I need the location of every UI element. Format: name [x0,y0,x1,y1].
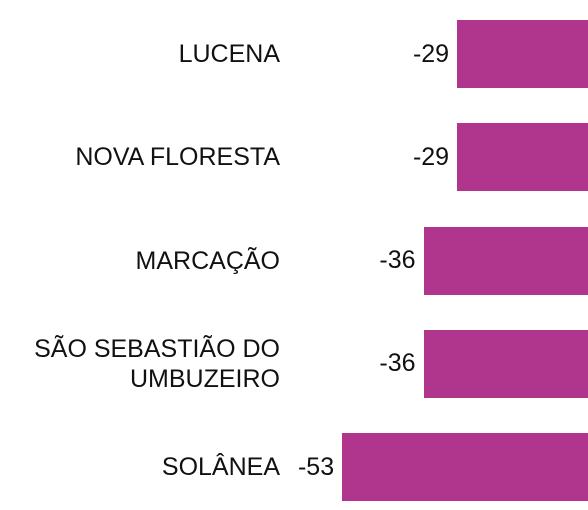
bar [457,123,588,192]
category-label: NOVA FLORESTA [75,143,280,172]
value-label: -29 [412,142,450,171]
value-label: -53 [297,452,335,481]
value-label: -36 [379,349,416,378]
value-label: -29 [412,39,450,68]
category-label: LUCENA [178,40,280,68]
category-label: MARCAÇÃO [135,246,280,275]
category-label: SOLÂNEA [161,453,280,482]
value-label: -36 [379,246,416,275]
bar [342,433,588,502]
bar [423,329,588,398]
bar [457,20,588,88]
bar [423,226,588,295]
category-label: SÃO SEBASTIÃO DO UMBUZEIRO [34,334,280,393]
